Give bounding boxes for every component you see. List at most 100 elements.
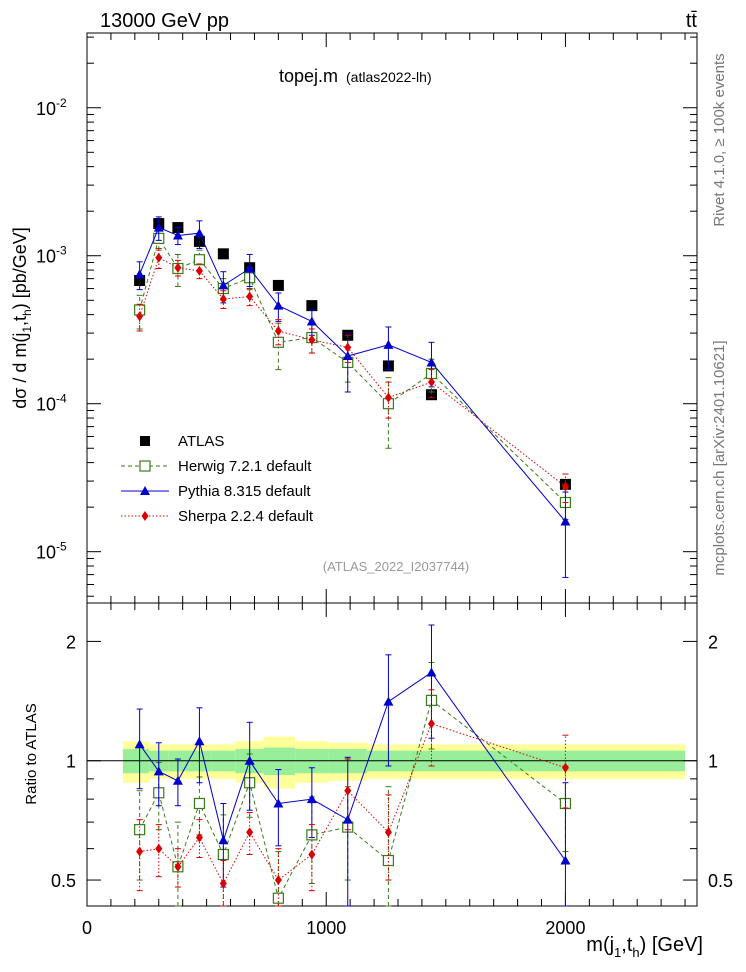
ratio-y-ticks: 0.5 0.5 1 1 2 2 [51,632,733,891]
data-point [272,279,284,291]
data-point [136,311,144,322]
legend-label: Pythia 8.315 default [178,483,311,500]
data-point [174,861,182,872]
data-point [274,875,282,886]
x-axis-label: m(j1,th) [GeV] [586,934,703,960]
legend-item: Herwig 7.2.1 default [121,458,312,475]
data-point [140,436,150,446]
data-point [219,294,227,305]
data-point [134,269,145,279]
data-point [141,511,149,521]
data-point [273,798,284,808]
data-point [194,736,205,746]
data-point [344,342,352,353]
ratio-y-tick-label-left: 1 [66,752,76,772]
data-point [383,339,394,349]
series-line [139,226,566,522]
ratio-y-tick-label-left: 0.5 [51,871,76,891]
data-point [195,832,203,843]
data-point [244,755,255,765]
ratio-line [139,699,566,900]
main-y-axis-label-text: dσ / d m(j1,th) [pb/GeV] [10,227,34,409]
data-point [561,762,569,773]
ratio-line [139,671,566,861]
data-point [193,254,206,266]
legend: ATLAS Herwig 7.2.1 default Pythia 8.315 de… [121,433,314,525]
legend-item: ATLAS [140,433,224,450]
x-tick-label: 2000 [545,918,585,938]
data-point [384,827,392,838]
data-point [384,392,392,403]
data-point [427,718,435,729]
x-tick-label: 1000 [306,918,346,938]
data-point [560,516,571,526]
data-point [174,262,182,273]
plot-subtitle: (atlas2022-lh) [346,69,432,85]
series-line [139,256,566,488]
main-x-ticks [86,33,686,603]
data-point [140,486,150,495]
data-point [306,300,318,312]
legend-label: ATLAS [178,433,224,450]
data-point [274,325,282,336]
data-point [244,263,255,273]
data-point [155,252,163,263]
main-panel: topej.m (atlas2022-lh) (ATLAS_2022_I2037… [10,32,698,604]
ratio-y-tick-label-right: 1 [708,752,718,772]
analysis-id-label: (ATLAS_2022_I2037744) [323,559,469,574]
main-y-tick-label: 10-5 [36,540,67,563]
data-point [308,334,316,345]
data-point [153,766,164,776]
ratio-panel: 0.5 0.5 1 1 2 2 0 1000 2000 Ratio to ATLAS m(j1… [23,602,733,960]
data-point [139,460,151,472]
band-inner-segment [264,747,296,776]
data-point [194,228,205,238]
data-point [246,827,254,838]
ratio-y-tick-label-right: 2 [708,632,718,652]
data-point [383,696,394,706]
data-point [382,854,395,867]
main-y-axis-label: dσ / d m(j1,th) [pb/GeV] [10,227,34,409]
rivet-version-label: Rivet 4.1.0, ≥ 100k events [711,53,728,226]
ratio-frame [86,602,698,907]
data-point [172,775,183,785]
data-point [306,316,317,326]
ratio-y-tick-label-right: 0.5 [708,871,733,891]
data-point [308,849,316,860]
legend-label: Herwig 7.2.1 default [178,458,312,475]
data-point [218,835,229,845]
process-label: tt̄ [686,10,698,32]
data-point [425,389,437,401]
x-axis-label-text: m(j1,th) [GeV] [586,934,703,960]
main-series-layer [134,216,572,578]
data-point [153,222,164,232]
main-y-tick-label: 10-2 [36,96,67,119]
data-point [427,377,435,388]
data-point [193,797,206,810]
ratio-y-tick-label-left: 2 [66,632,76,652]
data-point [136,846,144,857]
legend-item: Sherpa 2.2.4 default [121,508,314,525]
data-point [426,357,437,367]
data-point [219,878,227,889]
data-point [561,481,569,492]
mcplots-reference-label: mcplots.cern.ch [arXiv:2401.10621] [711,340,728,575]
data-point [218,280,229,290]
data-point [306,794,317,804]
beam-energy-label: 13000 GeV pp [100,10,229,32]
ratio-series-layer [134,624,572,907]
legend-item: Pythia 8.315 default [121,483,311,500]
data-point [272,336,284,348]
data-point [155,843,163,854]
main-y-tick-label: 10-3 [36,244,67,267]
ratio-series-herwig [134,661,572,907]
data-point [195,265,203,276]
data-point [342,351,353,361]
data-point [342,814,353,824]
data-point [246,291,254,302]
data-point [426,667,437,677]
data-point [134,824,146,836]
ratio-series-pythia [134,624,571,907]
legend-label: Sherpa 2.2.4 default [178,508,314,525]
